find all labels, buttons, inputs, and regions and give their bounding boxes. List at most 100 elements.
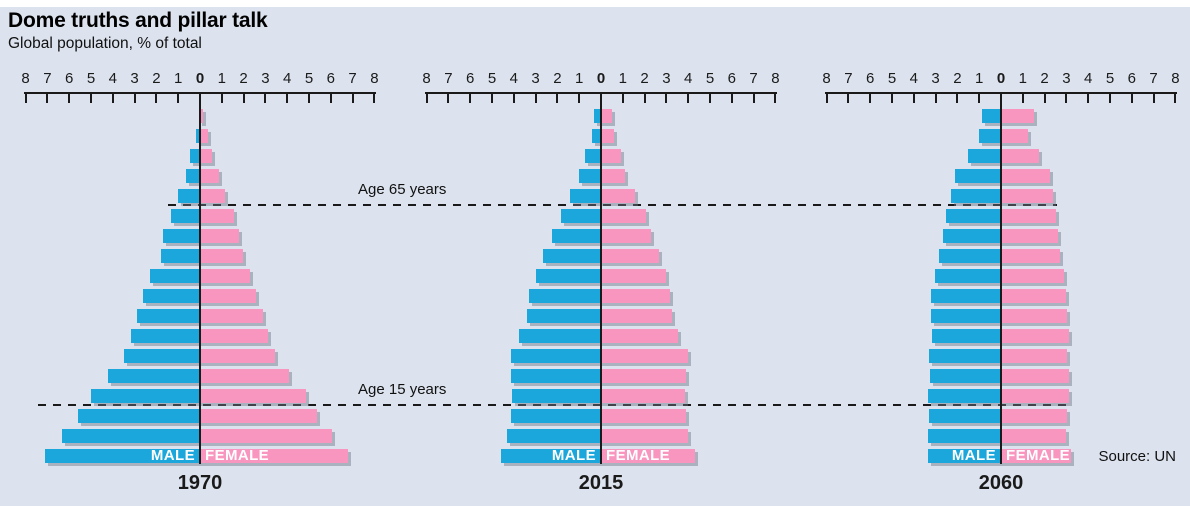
bar-female-0-4 <box>1001 449 1071 463</box>
bar-male-35-39 <box>931 309 1001 323</box>
axis-tick-label: 6 <box>326 70 335 87</box>
axis-tick <box>1021 94 1024 103</box>
axis-tick <box>956 94 959 103</box>
axis-tick <box>847 94 850 103</box>
axis-tick-label: 2 <box>152 70 161 87</box>
axis-tick <box>621 94 624 103</box>
axis-tick-label: 4 <box>108 70 117 87</box>
axis-tick <box>308 94 310 103</box>
axis-tick-label: 5 <box>86 70 96 87</box>
pyramid-2015: 8 7 6 5 4 3 2 1 0 1 2 3 4 5 6 7 8 MALE FEMALE 2015 <box>422 7 779 506</box>
bar-female-30-34 <box>601 329 678 343</box>
bar-male-45-49 <box>536 269 601 283</box>
axis-tick <box>534 94 537 103</box>
bar-female-70-74 <box>1001 169 1050 183</box>
bar-female-80-84 <box>200 129 208 143</box>
axis-tick-label: 1 <box>1018 70 1027 87</box>
bar-male-0-4 <box>928 449 1001 463</box>
axis-tick <box>24 94 27 103</box>
top-white-strip <box>0 0 1190 7</box>
axis-tick-label: 7 <box>1149 70 1158 87</box>
bar-female-10-14 <box>601 409 686 423</box>
axis-tick <box>556 94 559 103</box>
female-legend-label: FEMALE <box>1006 447 1071 464</box>
bar-male-25-29 <box>124 349 200 363</box>
bar-male-25-29 <box>929 349 1001 363</box>
axis-tick-label: 6 <box>65 70 74 87</box>
male-legend-label: MALE <box>551 447 596 464</box>
axis-tick <box>825 94 828 103</box>
axis-tick-label: 5 <box>705 70 715 87</box>
axis-tick <box>351 94 354 103</box>
axis-tick <box>1109 94 1111 103</box>
bar-male-40-44 <box>931 289 1001 303</box>
bar-male-60-64 <box>946 209 1001 223</box>
axis-tick <box>752 94 755 103</box>
bar-male-5-9 <box>507 429 601 443</box>
axis-tick-label: 7 <box>348 70 357 87</box>
bar-male-65-69 <box>178 189 200 203</box>
bar-female-25-29 <box>1001 349 1067 363</box>
axis-tick-label: 2 <box>553 70 562 87</box>
bar-male-25-29 <box>511 349 601 363</box>
bar-male-55-59 <box>943 229 1001 243</box>
axis-tick-label: 0 <box>195 70 205 87</box>
source-note: Source: UN <box>1098 448 1176 465</box>
bar-male-70-74 <box>955 169 1001 183</box>
axis-tick <box>491 94 493 103</box>
axis-tick <box>978 94 981 103</box>
bar-male-20-24 <box>511 369 601 383</box>
bar-male-55-59 <box>552 229 601 243</box>
year-label-2015: 2015 <box>578 472 624 494</box>
bar-female-70-74 <box>601 169 625 183</box>
axis-tick <box>709 94 711 103</box>
bar-female-20-24 <box>200 369 289 383</box>
bar-male-70-74 <box>579 169 601 183</box>
bar-male-10-14 <box>78 409 200 423</box>
axis-tick-label: 5 <box>487 70 497 87</box>
axis-tick <box>46 94 49 103</box>
axis-tick-label: 7 <box>444 70 453 87</box>
axis-tick-label: 4 <box>283 70 292 87</box>
axis-tick <box>90 94 92 103</box>
bar-female-35-39 <box>200 309 263 323</box>
bar-female-55-59 <box>601 229 651 243</box>
pyramid-2060: 8 7 6 5 4 3 2 1 0 1 2 3 4 5 6 7 8 MALE FEMALE 2060 <box>822 7 1179 506</box>
axis-tick-label: 2 <box>1040 70 1049 87</box>
bar-female-75-79 <box>601 149 621 163</box>
bar-male-75-79 <box>968 149 1001 163</box>
bar-male-30-34 <box>131 329 200 343</box>
bar-male-40-44 <box>143 289 200 303</box>
bar-female-5-9 <box>601 429 688 443</box>
bar-female-15-19 <box>1001 389 1069 403</box>
axis-tick <box>469 94 472 103</box>
axis-tick-label: 4 <box>909 70 918 87</box>
male-legend-label: MALE <box>951 447 996 464</box>
axis-tick-label: 7 <box>749 70 758 87</box>
axis-tick-label: 5 <box>1105 70 1115 87</box>
zero-axis-line <box>1000 92 1002 464</box>
axis-tick <box>665 94 668 103</box>
axis-tick-label: 1 <box>975 70 984 87</box>
bar-female-0-4 <box>200 449 348 463</box>
bar-male-45-49 <box>150 269 200 283</box>
axis-tick-label: 1 <box>174 70 183 87</box>
axis-tick-label: 3 <box>1062 70 1071 87</box>
bar-female-10-14 <box>1001 409 1067 423</box>
bar-female-50-54 <box>1001 249 1060 263</box>
axis-tick-label: 3 <box>261 70 270 87</box>
axis-tick <box>220 94 223 103</box>
bar-male-75-79 <box>190 149 200 163</box>
bar-female-85+ <box>200 109 203 123</box>
pyramid-1970: 8 7 6 5 4 3 2 1 0 1 2 3 4 5 6 7 8 MALE FEMALE 1970 <box>21 7 378 506</box>
axis-tick-label: 3 <box>931 70 940 87</box>
chart-panel: Dome truths and pillar talk Global popul… <box>0 7 1190 506</box>
bar-male-30-34 <box>519 329 601 343</box>
bar-female-20-24 <box>1001 369 1069 383</box>
bar-female-10-14 <box>200 409 317 423</box>
bar-female-60-64 <box>1001 209 1056 223</box>
axis-tick-label: 6 <box>1127 70 1136 87</box>
axis-tick-label: 8 <box>21 70 30 87</box>
bar-male-35-39 <box>527 309 601 323</box>
axis-tick <box>286 94 289 103</box>
